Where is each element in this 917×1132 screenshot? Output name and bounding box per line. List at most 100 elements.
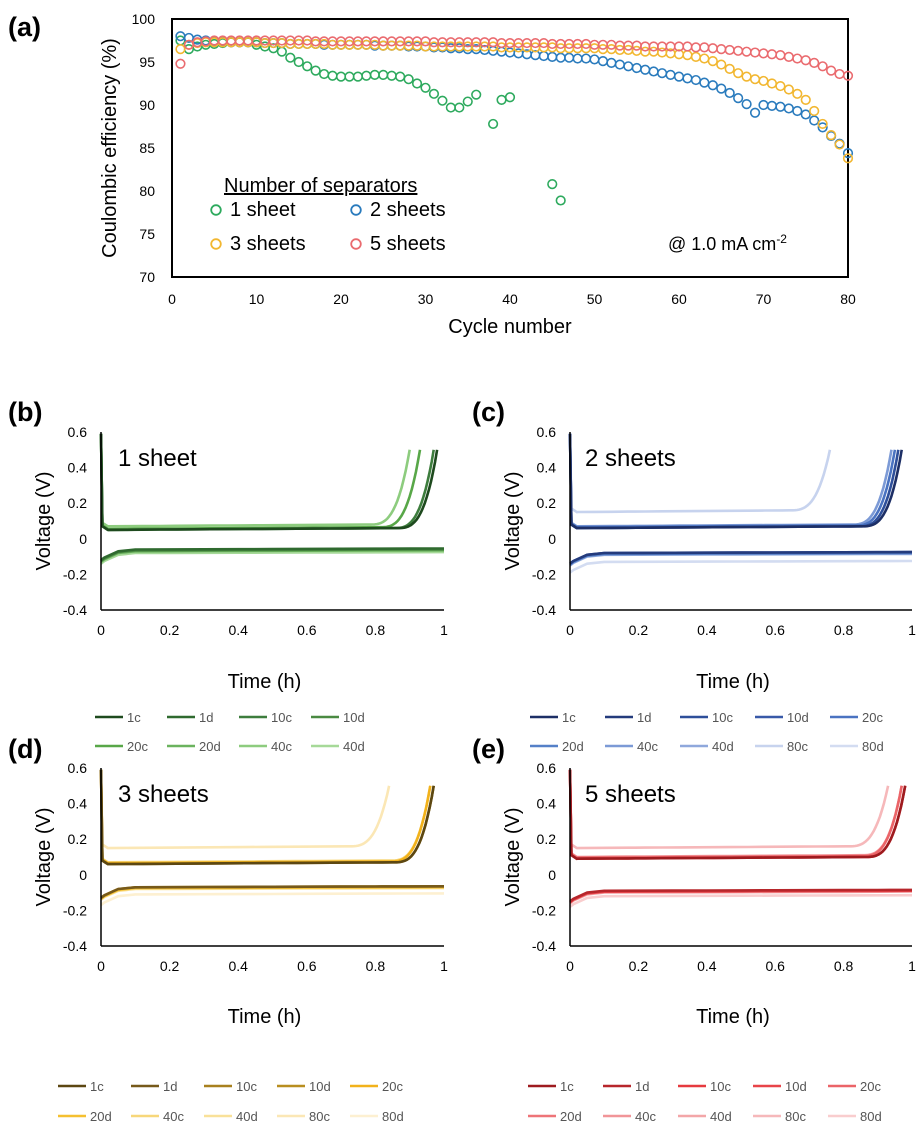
data-point	[344, 71, 355, 82]
legend-marker	[350, 204, 362, 216]
legend-label: 20c	[860, 1079, 881, 1094]
data-point	[623, 61, 634, 72]
sample-label: 3 sheets	[118, 781, 209, 808]
data-point	[614, 59, 625, 70]
legend-label: 80d	[382, 1109, 404, 1124]
data-point	[817, 122, 828, 133]
y-tick-label: 0.2	[537, 831, 557, 847]
data-point	[673, 71, 685, 82]
x-tick-label: 1	[440, 958, 448, 974]
x-tick-label: 0.4	[697, 622, 717, 638]
data-point	[741, 46, 752, 57]
panel-a: (a) 70 75 80 85 90 95 100 0 10 20 30 40 50 60 70 80 Cycle…	[8, 11, 856, 338]
data-point	[749, 107, 761, 118]
legend-label: 40c	[271, 739, 292, 754]
legend: 1c 1d 10c 10d 20c 20d 40c 40d 80c 80d	[528, 1079, 882, 1124]
data-point	[310, 65, 321, 76]
legend-label: 40c	[163, 1109, 184, 1124]
legend-label: 5 sheets	[370, 233, 446, 255]
data-point	[733, 68, 744, 79]
x-tick-label: 0.2	[629, 622, 649, 638]
panel-d: (d) -0.4 -0.2 0 0.2 0.4 0.6 0 0.2 0.4 0.6 0.8 1 Time …	[8, 734, 448, 1124]
y-tick-label: 0	[79, 867, 87, 883]
panel-tag: (a)	[8, 12, 41, 42]
series-line-80c	[568, 433, 832, 514]
legend-label: 40d	[710, 1109, 732, 1124]
legend-label: 1 sheet	[230, 199, 296, 221]
x-tick-label: 0.2	[160, 622, 180, 638]
y-tick-label: 0.4	[537, 796, 557, 812]
y-tick-label: 0.6	[68, 760, 88, 776]
data-point	[682, 50, 693, 61]
data-point	[766, 100, 778, 111]
data-point	[766, 49, 778, 60]
x-tick-label: 10	[249, 291, 265, 307]
data-point	[707, 56, 718, 67]
data-point	[361, 70, 372, 81]
y-tick-label: -0.2	[532, 902, 556, 918]
series-line-1c	[99, 433, 439, 532]
data-point	[690, 42, 702, 53]
voltage-curves	[99, 769, 445, 907]
legend-label: 20d	[199, 739, 221, 754]
data-point	[411, 78, 423, 89]
data-point	[741, 71, 752, 82]
legend-label: 40c	[635, 1109, 656, 1124]
legend-label: 10c	[712, 710, 733, 725]
panel-tag: (d)	[8, 734, 42, 764]
data-point	[640, 64, 651, 75]
series-line-40d	[569, 552, 913, 567]
data-point	[572, 53, 583, 64]
data-point	[378, 69, 389, 80]
data-point	[445, 102, 456, 113]
y-tick-label: -0.4	[63, 602, 87, 618]
data-point	[648, 41, 659, 52]
data-point	[749, 74, 761, 85]
data-point	[631, 62, 642, 74]
y-tick-label: 90	[139, 97, 155, 113]
y-tick-label: 0.6	[537, 424, 557, 440]
panel-b: (b) -0.4 -0.2 0 0.2 0.4 0.6 0 0.2 0.4 0.6 0.8 1 Time …	[8, 397, 448, 754]
x-tick-label: 80	[840, 291, 856, 307]
data-point	[386, 70, 397, 81]
y-axis-label: Voltage (V)	[33, 472, 55, 571]
series-line-80d	[100, 892, 445, 907]
data-point	[268, 43, 279, 54]
sample-label: 5 sheets	[585, 781, 676, 808]
data-point	[302, 61, 313, 72]
x-tick-label: 0.8	[834, 958, 854, 974]
series-line-1c	[568, 769, 907, 861]
data-point	[682, 73, 693, 84]
data-point	[488, 118, 499, 130]
data-points	[175, 31, 854, 206]
voltage-curves	[568, 769, 913, 908]
x-tick-label: 0	[97, 622, 105, 638]
data-point	[606, 57, 617, 68]
y-axis-label: Voltage (V)	[33, 808, 55, 907]
x-tick-label: 30	[418, 291, 434, 307]
data-point	[656, 41, 668, 52]
x-tick-label: 0.6	[297, 622, 317, 638]
data-point	[564, 52, 575, 63]
y-tick-label: -0.2	[532, 566, 556, 582]
data-point	[817, 118, 828, 130]
y-tick-label: 85	[139, 140, 155, 156]
panel-tag: (c)	[472, 397, 505, 427]
y-tick-label: -0.2	[63, 902, 87, 918]
legend-label: 10c	[710, 1079, 731, 1094]
x-tick-label: 0.2	[629, 958, 649, 974]
x-tick-label: 0.6	[297, 958, 317, 974]
y-axis-label: Coulombic efficiency (%)	[99, 38, 121, 258]
legend-label: 1d	[163, 1079, 177, 1094]
data-point	[775, 101, 786, 112]
x-tick-label: 0.6	[765, 958, 785, 974]
data-point	[395, 71, 406, 82]
y-tick-label: 70	[139, 269, 155, 285]
data-point	[547, 179, 558, 190]
x-tick-label: 70	[756, 291, 772, 307]
series-line-40d	[100, 550, 445, 565]
legend-label: 20c	[862, 710, 883, 725]
x-tick-label: 0	[566, 622, 574, 638]
legend-label: 40d	[712, 739, 734, 754]
data-point	[817, 61, 828, 72]
